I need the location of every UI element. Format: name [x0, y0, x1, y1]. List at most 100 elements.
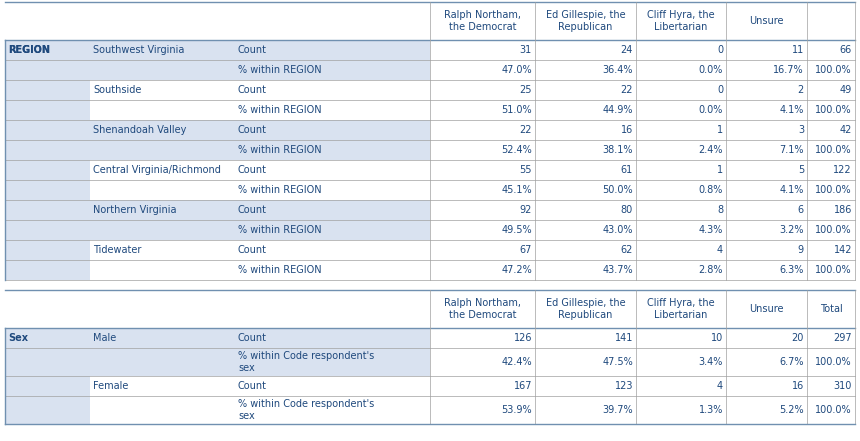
Text: 4.1%: 4.1% — [780, 185, 804, 195]
Bar — [5, 424, 855, 432]
Bar — [5, 80, 430, 100]
Text: Count: Count — [238, 245, 267, 255]
Text: 16: 16 — [621, 125, 633, 135]
Text: 100.0%: 100.0% — [815, 357, 852, 367]
Bar — [5, 290, 855, 328]
Text: % within REGION: % within REGION — [238, 225, 322, 235]
Bar — [430, 376, 855, 396]
Text: 66: 66 — [839, 45, 852, 55]
Text: 8: 8 — [717, 205, 723, 215]
Text: Count: Count — [238, 205, 267, 215]
Bar — [5, 60, 430, 80]
Bar — [5, 100, 430, 120]
Text: 61: 61 — [621, 165, 633, 175]
Text: 4.3%: 4.3% — [698, 225, 723, 235]
Bar — [5, 240, 430, 260]
Text: Count: Count — [238, 165, 267, 175]
Text: % within Code respondent's
sex: % within Code respondent's sex — [238, 351, 374, 373]
Text: 16: 16 — [792, 381, 804, 391]
Text: 47.5%: 47.5% — [602, 357, 633, 367]
Text: Central Virginia/Richmond: Central Virginia/Richmond — [93, 165, 221, 175]
Text: 36.4%: 36.4% — [603, 65, 633, 75]
Text: 11: 11 — [792, 45, 804, 55]
Bar — [5, 2, 855, 40]
Text: 186: 186 — [833, 205, 852, 215]
Text: Unsure: Unsure — [749, 304, 783, 314]
Text: 39.7%: 39.7% — [602, 405, 633, 415]
Text: 80: 80 — [621, 205, 633, 215]
Text: 22: 22 — [519, 125, 532, 135]
Text: 100.0%: 100.0% — [815, 145, 852, 155]
Bar — [5, 280, 855, 290]
Bar — [430, 180, 855, 200]
Text: 25: 25 — [519, 85, 532, 95]
Text: Ralph Northam,
the Democrat: Ralph Northam, the Democrat — [444, 298, 521, 320]
Text: 53.9%: 53.9% — [501, 405, 532, 415]
Text: Northern Virginia: Northern Virginia — [93, 205, 176, 215]
Text: % within REGION: % within REGION — [238, 185, 322, 195]
Text: % within REGION: % within REGION — [238, 65, 322, 75]
Text: 24: 24 — [621, 45, 633, 55]
Bar — [5, 200, 430, 220]
Text: 122: 122 — [833, 165, 852, 175]
Bar — [5, 396, 430, 424]
Text: Total: Total — [820, 304, 843, 314]
Text: 142: 142 — [833, 245, 852, 255]
Text: 52.4%: 52.4% — [501, 145, 532, 155]
Bar — [430, 140, 855, 160]
Bar — [430, 260, 855, 280]
Text: 67: 67 — [519, 245, 532, 255]
Text: 1.3%: 1.3% — [698, 405, 723, 415]
Bar — [5, 220, 430, 240]
Bar — [430, 120, 855, 140]
Text: 310: 310 — [833, 381, 852, 391]
Text: % within REGION: % within REGION — [238, 265, 322, 275]
Text: 6.3%: 6.3% — [780, 265, 804, 275]
Bar — [430, 200, 855, 220]
Text: % within REGION: % within REGION — [238, 145, 322, 155]
Text: 4: 4 — [717, 245, 723, 255]
Text: 20: 20 — [791, 333, 804, 343]
Text: % within REGION: % within REGION — [238, 105, 322, 115]
Text: Male: Male — [93, 333, 116, 343]
Text: 55: 55 — [519, 165, 532, 175]
Text: 4.1%: 4.1% — [780, 105, 804, 115]
Text: 47.0%: 47.0% — [501, 65, 532, 75]
Text: 42: 42 — [839, 125, 852, 135]
Bar — [5, 328, 90, 424]
Bar — [5, 328, 430, 348]
Text: Count: Count — [238, 381, 267, 391]
Bar — [5, 40, 90, 280]
Text: 9: 9 — [798, 245, 804, 255]
Text: 92: 92 — [519, 205, 532, 215]
Bar — [5, 140, 430, 160]
Text: 16.7%: 16.7% — [773, 65, 804, 75]
Bar — [430, 100, 855, 120]
Text: 167: 167 — [513, 381, 532, 391]
Text: Count: Count — [238, 45, 267, 55]
Text: 10: 10 — [710, 333, 723, 343]
Text: Count: Count — [238, 85, 267, 95]
Bar — [430, 328, 855, 348]
Text: 0: 0 — [717, 45, 723, 55]
Text: 100.0%: 100.0% — [815, 405, 852, 415]
Bar — [430, 348, 855, 376]
Text: 49: 49 — [839, 85, 852, 95]
Text: 100.0%: 100.0% — [815, 225, 852, 235]
Bar — [430, 240, 855, 260]
Text: 100.0%: 100.0% — [815, 65, 852, 75]
Bar — [430, 80, 855, 100]
Text: Cliff Hyra, the
Libertarian: Cliff Hyra, the Libertarian — [648, 10, 715, 32]
Text: 49.5%: 49.5% — [501, 225, 532, 235]
Text: 126: 126 — [513, 333, 532, 343]
Text: 47.2%: 47.2% — [501, 265, 532, 275]
Text: 0: 0 — [717, 85, 723, 95]
Text: Count: Count — [238, 125, 267, 135]
Text: 100.0%: 100.0% — [815, 185, 852, 195]
Text: 51.0%: 51.0% — [501, 105, 532, 115]
Text: % within Code respondent's
sex: % within Code respondent's sex — [238, 399, 374, 421]
Bar — [430, 220, 855, 240]
Text: 297: 297 — [833, 333, 852, 343]
Text: 3: 3 — [798, 125, 804, 135]
Text: 6.7%: 6.7% — [779, 357, 804, 367]
